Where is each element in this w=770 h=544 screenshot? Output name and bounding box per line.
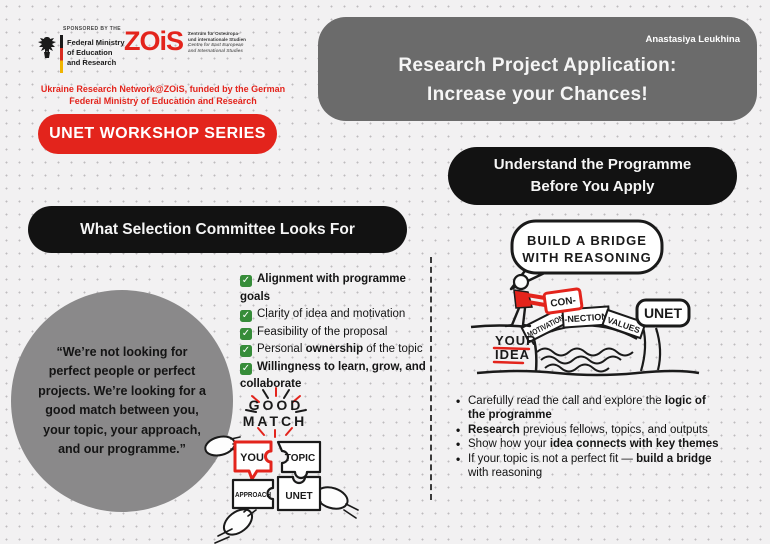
svg-text:-NECTION: -NECTION: [564, 311, 608, 324]
bullet-icon: •: [456, 394, 461, 408]
checklist-item: ✓ Clarity of idea and motivation: [240, 308, 406, 322]
puzzle-piece-topic: [276, 440, 322, 480]
svg-text:IDEA: IDEA: [495, 347, 530, 362]
checklist-item: ✓ Alignment with programme goals: [240, 273, 406, 303]
person-figure: [504, 273, 547, 328]
good-caption: GOOD: [249, 397, 304, 413]
bridge-stone: -NECTION: [561, 305, 611, 329]
checklist-item: ✓ Willingness to learn, grow, and collabor…: [240, 360, 426, 390]
check-icon: ✓: [240, 345, 252, 357]
zois-tagline: Zentrum für Osteuropa- und international…: [188, 31, 246, 53]
funding-note: Ukraine Research Network@ZOiS, funded by…: [40, 84, 286, 106]
checklist-item: ✓ Personal ownership of the topic: [240, 343, 423, 357]
checklist: ✓ Alignment with programme goals ✓ Clarity o…: [240, 271, 440, 394]
svg-text:APPROACH: APPROACH: [235, 490, 271, 499]
ministry-logo: Federal Ministry of Education and Resear…: [36, 35, 236, 73]
left-section-heading: What Selection Committee Looks For: [28, 206, 407, 253]
right-section-heading: Understand the Programme Before You Appl…: [448, 147, 737, 205]
svg-text:YOU: YOU: [240, 452, 264, 464]
bullet-icon: •: [456, 422, 461, 437]
unet-sign: [635, 298, 691, 328]
svg-text:TOPIC: TOPIC: [285, 453, 315, 464]
svg-text:BUILD A BRIDGE: BUILD A BRIDGE: [527, 233, 647, 248]
check-icon: ✓: [240, 327, 252, 340]
bullet-icon: •: [456, 437, 461, 452]
page-title: Research Project Application: Increase y…: [398, 55, 677, 105]
bridge-illustration: BUILD A BRIDGE WITH REASONING MOTIVATION…: [470, 219, 700, 377]
water-waves: [536, 347, 634, 373]
check-icon: ✓: [240, 275, 252, 287]
ministry-name: Federal Ministry of Education and Resear…: [67, 38, 125, 67]
svg-text:UNET: UNET: [285, 491, 312, 502]
series-badge: UNET WORKSHOP SERIES: [38, 114, 277, 154]
check-icon: ✓: [240, 362, 252, 375]
section-divider: [430, 257, 432, 500]
tips-list-item: • If your topic is not a perfect fit — b…: [456, 451, 712, 480]
title-box: Anastasiya Leukhina Research Project App…: [318, 17, 757, 121]
zois-wordmark: ZOiS: [124, 26, 184, 56]
puzzle-piece-you: [233, 440, 273, 481]
zois-logo: ZOiS Zentrum für Osteuropa- und internat…: [124, 26, 246, 56]
tips-list: • Carefully read the call and explore the…: [456, 394, 768, 480]
right-cliff: [639, 326, 662, 372]
svg-text:YOUR: YOUR: [495, 333, 537, 348]
svg-text:UNET: UNET: [644, 305, 683, 321]
puzzle-piece-unet: [276, 475, 322, 512]
sponsored-by-label: SPONSORED BY THE: [63, 26, 121, 32]
svg-text:WITH REASONING: WITH REASONING: [522, 250, 652, 265]
tips-list-item: • Show how your idea connects with key th…: [456, 437, 719, 452]
held-block: CON-: [542, 287, 584, 315]
sponsor-block: SPONSORED BY THE Federal Ministry of Edu…: [36, 26, 236, 73]
your-idea-label: YOUR IDEA: [492, 333, 537, 365]
german-eagle-icon: [38, 37, 56, 58]
rays-decoration: [245, 387, 307, 438]
puzzle-piece-approach: [231, 478, 275, 510]
svg-text:CON-: CON-: [550, 295, 577, 309]
check-icon: ✓: [240, 310, 252, 322]
bridge-stone: VALUES: [601, 308, 647, 340]
speech-bubble: [510, 219, 664, 275]
checklist-item: ✓ Feasibility of the proposal: [240, 325, 388, 340]
tips-list-item: • Carefully read the call and explore the…: [456, 394, 706, 422]
ground-line: [476, 369, 700, 377]
quote-circle: “We’re not looking for perfect people or…: [11, 290, 233, 512]
author-name: Anastasiya Leukhina: [645, 34, 740, 45]
bullet-icon: •: [456, 451, 461, 466]
good-match-illustration: GOOD MATCH YOU TOPIC APPROACH UNET: [204, 387, 359, 544]
german-flag-stripe: [60, 35, 63, 73]
match-caption: MATCH: [243, 413, 308, 429]
tips-list-item: • Research previous fellows, topics, and …: [456, 422, 708, 437]
hand-icon: [214, 504, 257, 544]
